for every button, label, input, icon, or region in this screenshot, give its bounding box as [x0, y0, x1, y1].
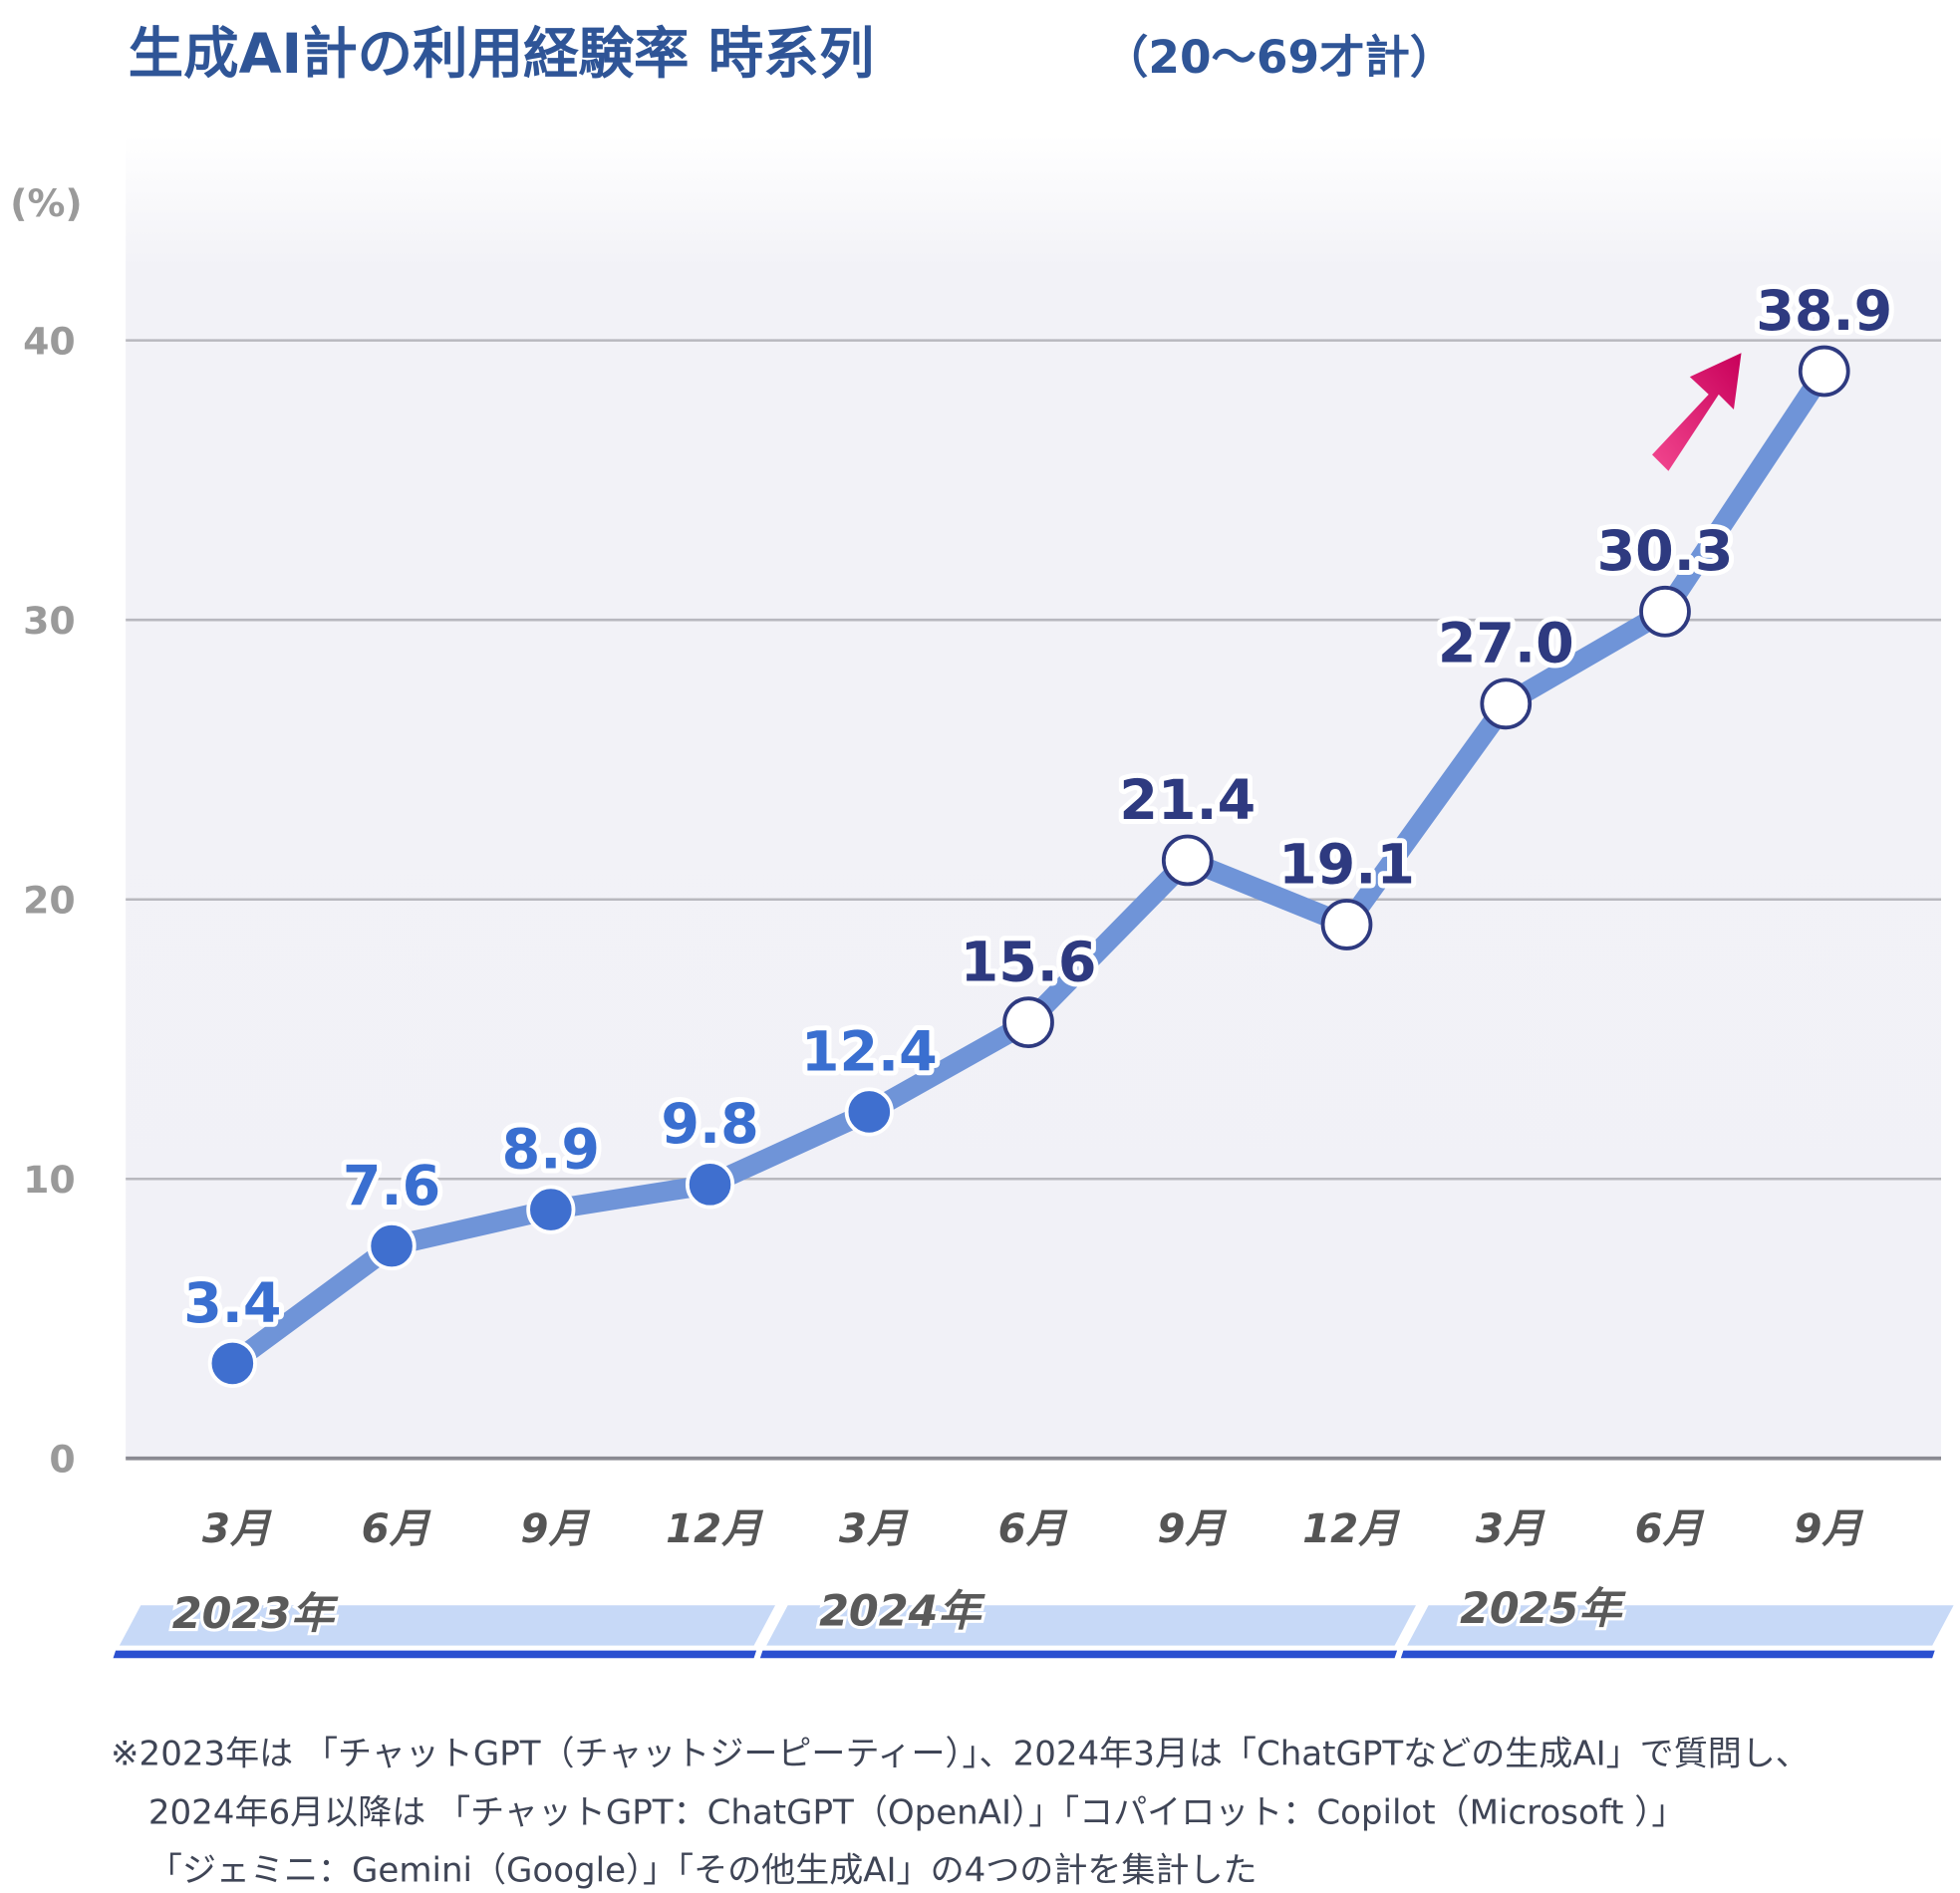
data-label: 7.6: [343, 1155, 440, 1218]
year-band: [119, 1605, 775, 1646]
x-tick-label: 6月: [362, 1505, 431, 1552]
footnote-line-2: 2024年6月以降は 「チャットGPT：ChatGPT（OpenAI）」「コパイ…: [148, 1793, 1686, 1833]
y-axis-unit: (%): [10, 181, 82, 225]
x-tick-label: 9月: [1157, 1505, 1227, 1552]
year-label: 2023年: [172, 1589, 339, 1639]
x-tick-label: 9月: [1794, 1505, 1863, 1552]
year-bar: [1400, 1650, 1935, 1659]
data-label: 8.9: [502, 1118, 600, 1182]
chart-title-suffix: （20〜69才計）: [1103, 31, 1455, 84]
y-tick-label: 40: [23, 320, 76, 364]
year-band: [766, 1605, 1416, 1646]
chart-title: 生成AI計の利用経験率 時系列: [129, 23, 875, 87]
data-label: 15.6: [961, 932, 1097, 995]
x-tick-label: 3月: [202, 1505, 272, 1552]
data-label: 19.1: [1278, 833, 1415, 897]
data-label: 21.4: [1119, 769, 1256, 833]
data-label: 12.4: [801, 1020, 938, 1084]
footnote-line-3: 「ジェミニ：Gemini（Google）」「その他生成AI」の4つの計を集計した: [148, 1851, 1258, 1891]
x-tick-label: 3月: [1476, 1505, 1545, 1552]
x-tick-label: 12月: [666, 1505, 763, 1552]
data-point: [685, 1160, 735, 1210]
y-tick-label: 20: [23, 879, 76, 923]
year-label: 2024年: [819, 1586, 985, 1636]
data-label: 9.8: [661, 1093, 758, 1157]
y-tick-label: 0: [49, 1438, 75, 1482]
y-tick-label: 10: [23, 1158, 76, 1202]
y-tick-label: 30: [23, 599, 76, 643]
year-bar: [113, 1650, 757, 1659]
year-band: [1407, 1605, 1954, 1646]
data-point: [1639, 585, 1691, 638]
x-tick-label: 6月: [1635, 1505, 1705, 1552]
year-label: 2025年: [1460, 1584, 1626, 1634]
data-point: [207, 1338, 257, 1388]
data-label: 38.9: [1756, 280, 1892, 344]
data-point: [367, 1220, 417, 1271]
data-label: 27.0: [1438, 613, 1574, 676]
x-tick-label: 6月: [998, 1505, 1068, 1552]
year-bar: [759, 1650, 1398, 1659]
data-point: [526, 1185, 576, 1234]
data-point: [1480, 677, 1533, 730]
upward-arrow-icon: [1652, 353, 1742, 471]
data-label: 30.3: [1597, 520, 1734, 584]
data-label: 3.4: [183, 1272, 281, 1336]
x-tick-label: 12月: [1302, 1505, 1400, 1552]
x-tick-label: 3月: [839, 1505, 909, 1552]
data-point: [844, 1087, 894, 1137]
footnote-line-1: ※2023年は 「チャットGPT（チャットジーピーティー）」、2024年3月は「…: [111, 1734, 1810, 1773]
data-point: [1002, 996, 1054, 1048]
x-tick-label: 9月: [520, 1505, 590, 1552]
data-point: [1798, 345, 1850, 398]
data-point: [1161, 834, 1214, 887]
data-point: [1320, 899, 1373, 950]
